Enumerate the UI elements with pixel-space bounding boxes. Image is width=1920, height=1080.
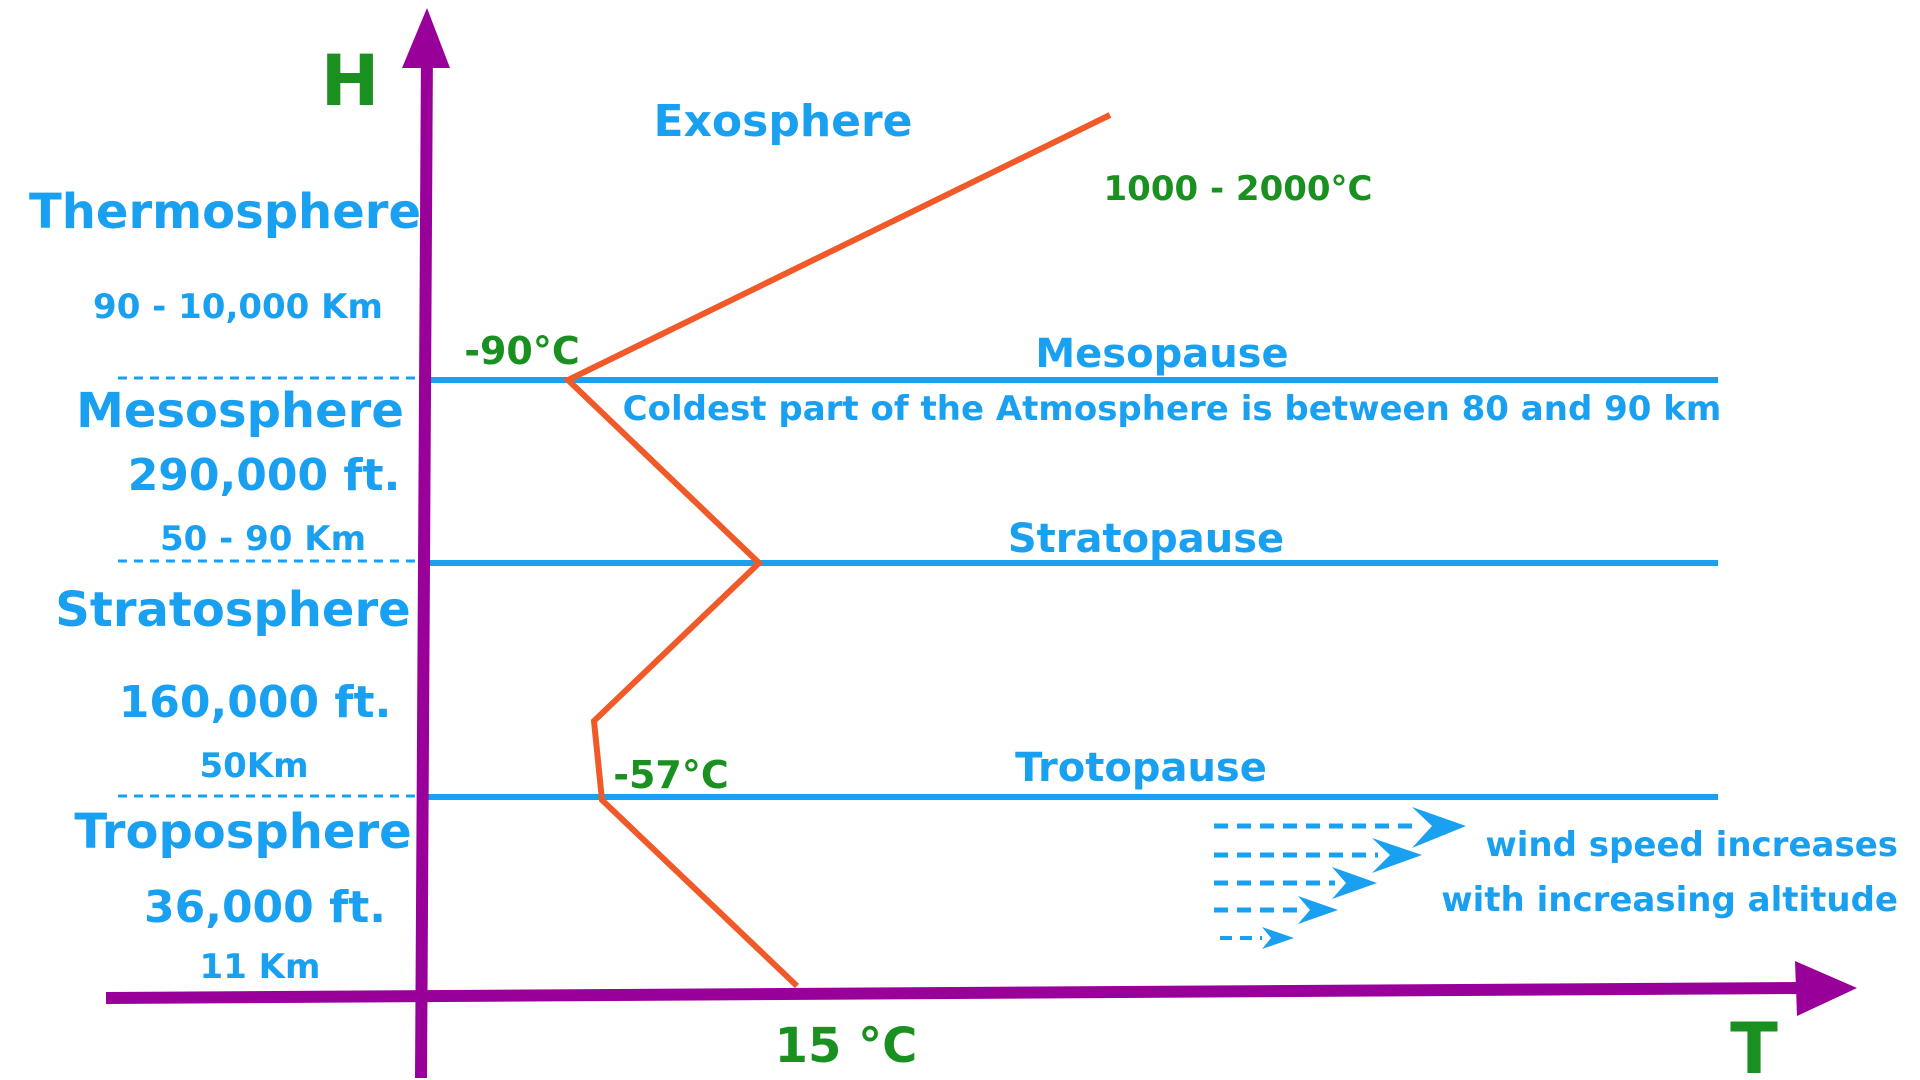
mesosphere-height: 290,000 ft. [128,450,401,501]
boundary-lines [422,377,1718,800]
temperature-profile-line [562,112,1112,989]
exosphere-label: Exosphere [653,96,912,147]
layer-separators [118,376,418,798]
y-axis-line [415,49,433,1079]
stratosphere-label: Stratosphere [55,582,410,638]
mesopause-temperature: -90°C [464,329,580,373]
stratosphere-height: 160,000 ft. [119,677,392,728]
stratopause-label: Stratopause [1008,516,1284,562]
wind-arrow-head [1298,896,1338,924]
wind-arrow-head [1412,807,1466,848]
thermosphere-temperature: 1000 - 2000°C [1104,169,1373,209]
mesosphere-range: 50 - 90 Km [160,519,366,559]
wind-note-line1: wind speed increases [1485,825,1898,865]
axes [105,8,1857,1079]
surface-temperature: 15 °C [775,1018,918,1074]
y-axis-arrowhead [402,8,450,68]
y-axis-label: H [321,40,380,122]
wind-arrow-head [1262,927,1294,949]
wind-arrows [1214,807,1466,949]
tropopause-temperature: -57°C [613,753,729,797]
stratosphere-range: 50Km [199,746,308,786]
coldest-note: Coldest part of the Atmosphere is betwee… [623,389,1722,429]
x-axis-arrowhead [1795,961,1857,1016]
x-axis-line [105,982,1806,1004]
tropopause-label: Trotopause [1015,745,1267,791]
mesopause-label: Mesopause [1035,331,1288,377]
troposphere-label: Troposphere [74,804,411,860]
wind-note-line2: with increasing altitude [1441,880,1898,920]
thermosphere-range: 90 - 10,000 Km [93,287,383,327]
thermosphere-label: Thermosphere [29,184,421,240]
wind-arrow-head [1332,867,1377,899]
mesosphere-label: Mesosphere [76,383,404,439]
wind-arrow-head [1372,838,1422,873]
troposphere-height: 36,000 ft. [144,882,386,933]
troposphere-range: 11 Km [200,947,321,987]
x-axis-label: T [1730,1008,1778,1080]
